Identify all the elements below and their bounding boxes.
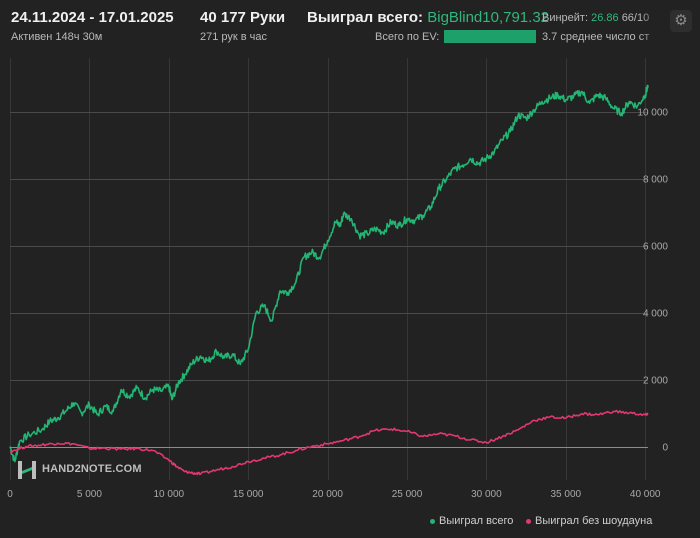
logo-text: HAND2NOTE.COM [42, 463, 142, 475]
gear-icon[interactable]: ⚙ [670, 10, 692, 32]
x-tick-label: 5 000 [77, 489, 102, 500]
chart-series [9, 84, 649, 476]
chart-grid [10, 58, 648, 480]
stats-header: 24.11.2024 - 17.01.2025 Активен 148ч 30м… [0, 0, 700, 56]
won-total-label: Выиграл всего: [307, 9, 424, 26]
won-total-value: BigBlind10,791.32 [427, 9, 549, 26]
y-tick-label: 6 000 [643, 242, 668, 253]
header-fade [640, 8, 670, 48]
x-tick-label: 15 000 [233, 489, 264, 500]
x-tick-label: 30 000 [471, 489, 502, 500]
x-tick-label: 40 000 [630, 489, 661, 500]
x-axis-labels: 0 5 000 10 000 15 000 20 000 25 000 30 000 35 0… [7, 489, 661, 500]
x-tick-label: 20 000 [312, 489, 343, 500]
hands-count: 40 177 Руки [200, 9, 286, 26]
ev-label: Всего по EV: [375, 31, 440, 43]
series-line-no-showdown [9, 409, 649, 476]
x-tick-label: 35 000 [550, 489, 581, 500]
x-tick-label: 0 [7, 489, 13, 500]
x-tick-label: 25 000 [392, 489, 423, 500]
avg-stack-label: 3.7 среднее число ст [542, 31, 650, 43]
hands-per-hour: 271 рук в час [200, 31, 268, 43]
legend-dot-total [430, 518, 435, 524]
legend-label-no-showdown: Выиграл без шоудауна [535, 515, 653, 527]
ev-bar [444, 30, 536, 43]
x-tick-label: 10 000 [154, 489, 185, 500]
legend-item-total[interactable]: Выиграл всего [430, 515, 513, 527]
winrate-label: Винрейт: [542, 12, 589, 24]
legend-label-total: Выиграл всего [439, 515, 514, 527]
active-time: Активен 148ч 30м [11, 31, 103, 43]
y-axis-labels: 0 2 000 4 000 6 000 8 000 10 000 [637, 108, 668, 454]
won-total: Выиграл всего: BigBlind10,791.32 [307, 9, 549, 26]
y-tick-label: 10 000 [637, 108, 668, 119]
y-tick-label: 4 000 [643, 309, 668, 320]
date-range: 24.11.2024 - 17.01.2025 [11, 9, 174, 26]
y-tick-label: 0 [662, 443, 668, 454]
y-tick-label: 2 000 [643, 376, 668, 387]
winrate-value: 26.86 [591, 12, 619, 24]
hand2note-logo-icon [18, 461, 36, 479]
series-line-total [9, 84, 649, 463]
y-tick-label: 8 000 [643, 175, 668, 186]
legend-dot-no-showdown [526, 518, 531, 524]
legend-item-no-showdown[interactable]: Выиграл без шоудауна [526, 515, 652, 527]
